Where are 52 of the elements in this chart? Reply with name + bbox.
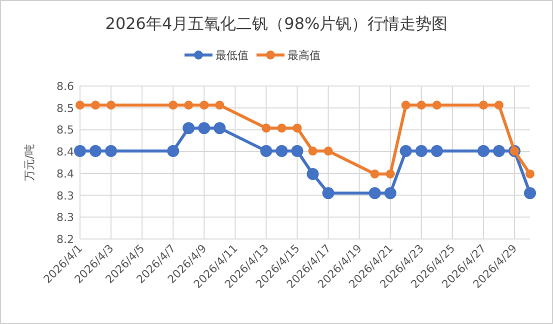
point — [384, 187, 396, 200]
y-tick-label: 8.3 — [56, 189, 74, 202]
y-axis-title: 万元/吨 — [23, 144, 36, 181]
point — [492, 145, 505, 158]
y-tick-label: 8.5 — [56, 102, 74, 115]
point — [168, 100, 178, 110]
point — [277, 124, 286, 133]
point — [477, 145, 490, 158]
chart-title: 2026年4月五氧化二钒（98%片钒）行情走势图 — [105, 14, 448, 33]
point — [291, 145, 304, 158]
point — [368, 187, 381, 200]
point — [167, 145, 180, 158]
point — [184, 100, 194, 110]
point — [526, 169, 534, 178]
point — [432, 100, 442, 110]
y-tick-label: 8.3 — [56, 211, 74, 224]
point — [322, 187, 334, 200]
point — [276, 145, 288, 158]
point — [260, 145, 272, 158]
point — [200, 100, 209, 110]
point — [76, 100, 84, 110]
point — [400, 145, 412, 158]
point — [292, 124, 302, 133]
point — [324, 146, 333, 156]
point — [524, 187, 536, 200]
point — [74, 145, 86, 158]
point — [478, 100, 488, 110]
legend-label: 最低值 — [216, 49, 248, 62]
y-tick-label: 8.2 — [56, 233, 74, 246]
point — [91, 100, 100, 110]
y-tick-label: 8.4 — [56, 146, 74, 159]
point — [401, 100, 410, 110]
point — [214, 122, 226, 134]
point — [430, 145, 443, 158]
point — [105, 145, 118, 158]
point — [494, 100, 504, 110]
point — [306, 168, 319, 180]
y-tick-label: 8.6 — [56, 80, 74, 93]
point — [90, 145, 102, 158]
point — [416, 100, 426, 110]
point — [182, 122, 195, 134]
point — [262, 124, 271, 133]
y-tick-label: 8.5 — [56, 124, 74, 137]
y-tick-label: 8.4 — [56, 167, 74, 180]
point — [415, 145, 428, 158]
point — [198, 122, 210, 134]
point — [106, 100, 116, 110]
point — [370, 169, 380, 178]
point — [386, 169, 395, 178]
legend-label: 最高值 — [288, 49, 320, 62]
point — [215, 100, 224, 110]
point — [308, 146, 318, 156]
